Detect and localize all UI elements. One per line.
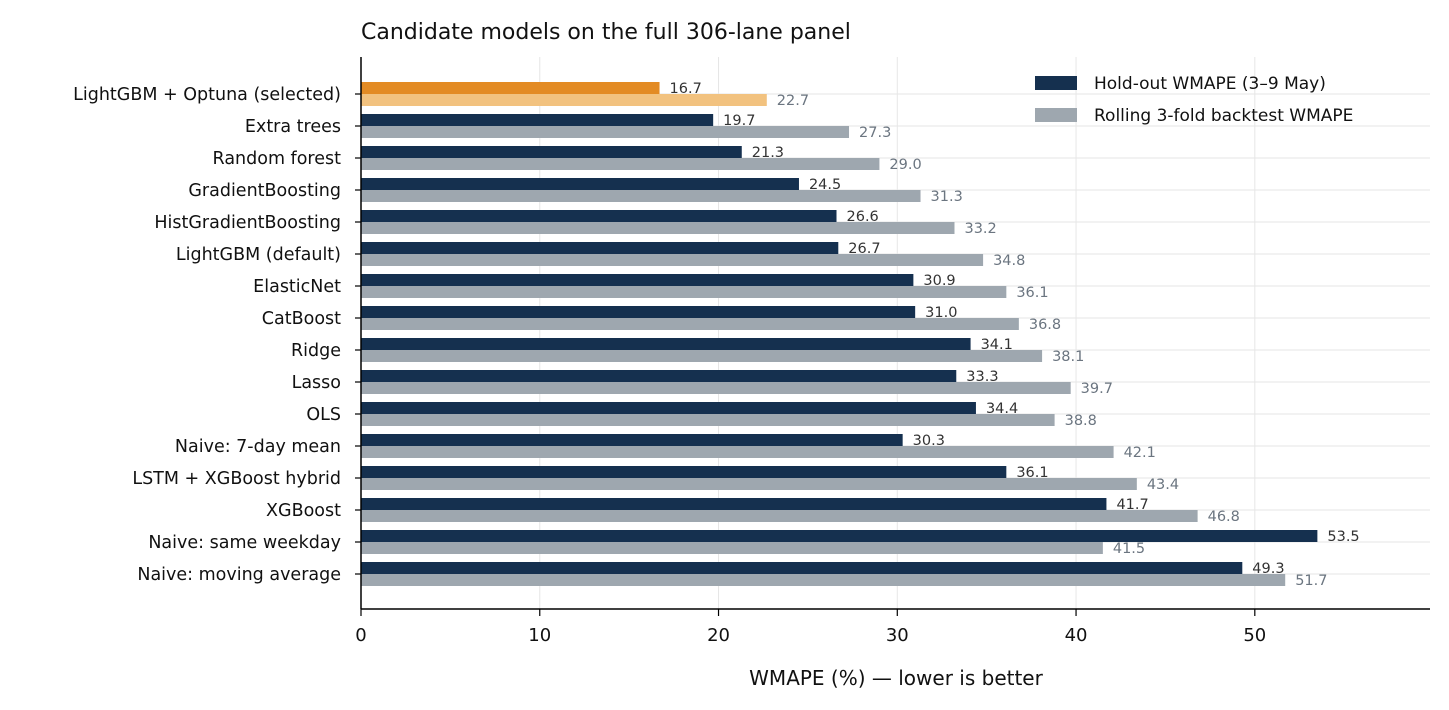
value-label-holdout: 49.3	[1252, 561, 1284, 577]
bar-backtest	[361, 510, 1198, 522]
category-label: XGBoost	[266, 501, 341, 521]
bar-backtest	[361, 126, 850, 138]
bar-backtest	[361, 158, 880, 170]
bar-holdout	[361, 114, 714, 126]
value-label-backtest: 34.8	[993, 253, 1025, 269]
value-label-holdout: 30.9	[923, 273, 955, 289]
bar-backtest	[361, 350, 1043, 362]
value-label-holdout: 24.5	[809, 177, 841, 193]
bar-backtest	[361, 222, 955, 234]
value-label-holdout: 30.3	[913, 433, 945, 449]
value-label-holdout: 31.0	[925, 305, 957, 321]
category-label: LSTM + XGBoost hybrid	[132, 469, 341, 489]
value-label-backtest: 22.7	[777, 93, 809, 109]
bar-holdout	[361, 210, 837, 222]
bar-backtest	[361, 94, 767, 106]
value-label-backtest: 43.4	[1147, 477, 1179, 493]
value-label-backtest: 39.7	[1081, 381, 1113, 397]
legend-label: Hold-out WMAPE (3–9 May)	[1094, 74, 1326, 94]
legend: Hold-out WMAPE (3–9 May) Rolling 3-fold b…	[1035, 74, 1353, 126]
value-label-holdout: 34.1	[981, 337, 1013, 353]
category-label: LightGBM + Optuna (selected)	[73, 85, 341, 105]
x-tick-label: 0	[355, 625, 366, 646]
value-label-backtest: 29.0	[889, 157, 921, 173]
bar-holdout	[361, 530, 1318, 542]
bar-backtest	[361, 190, 921, 202]
category-label: Naive: 7-day mean	[175, 437, 341, 457]
category-label: Extra trees	[245, 117, 341, 137]
value-label-holdout: 33.3	[966, 369, 998, 385]
value-label-holdout: 19.7	[723, 113, 755, 129]
bar-backtest	[361, 574, 1286, 586]
category-label: HistGradientBoosting	[154, 213, 341, 233]
chart-title: Candidate models on the full 306-lane pa…	[361, 20, 851, 45]
bar-backtest	[361, 446, 1114, 458]
x-tick-label: 50	[1243, 625, 1266, 646]
value-label-holdout: 34.4	[986, 401, 1018, 417]
bar-holdout	[361, 146, 742, 158]
value-label-holdout: 16.7	[670, 81, 702, 97]
bar-backtest	[361, 286, 1007, 298]
category-label: GradientBoosting	[188, 181, 341, 201]
category-label: Ridge	[291, 341, 341, 361]
category-label: LightGBM (default)	[176, 245, 341, 265]
bar-backtest	[361, 382, 1071, 394]
category-label: Lasso	[292, 373, 341, 393]
bar-backtest	[361, 318, 1019, 330]
value-label-holdout: 53.5	[1327, 529, 1359, 545]
category-label: OLS	[306, 405, 341, 425]
bar-holdout	[361, 466, 1007, 478]
category-label: Random forest	[213, 149, 342, 169]
bar-holdout	[361, 562, 1243, 574]
value-label-holdout: 26.7	[848, 241, 880, 257]
value-label-backtest: 27.3	[859, 125, 891, 141]
bar-holdout	[361, 178, 799, 190]
bar-holdout	[361, 498, 1107, 510]
value-label-holdout: 36.1	[1016, 465, 1048, 481]
category-labels: LightGBM + Optuna (selected) Extra trees R…	[73, 85, 361, 585]
value-label-backtest: 41.5	[1113, 541, 1145, 557]
x-axis-label: WMAPE (%) — lower is better	[749, 666, 1043, 690]
bars	[361, 82, 1318, 586]
value-labels: 16.7 22.7 19.7 27.3 21.3 29.0 24.5 31.3 26.6 33.2…	[670, 81, 1360, 589]
value-label-backtest: 38.8	[1065, 413, 1097, 429]
value-label-holdout: 26.6	[847, 209, 879, 225]
bar-holdout	[361, 434, 903, 446]
x-tick-label: 20	[707, 625, 730, 646]
value-label-backtest: 36.8	[1029, 317, 1061, 333]
grid-lines	[361, 57, 1430, 609]
category-label: ElasticNet	[253, 277, 341, 297]
bar-holdout	[361, 306, 916, 318]
x-axis: 0 10 20 30 40 50	[355, 608, 1430, 646]
value-label-backtest: 36.1	[1016, 285, 1048, 301]
x-tick-label: 10	[528, 625, 551, 646]
bar-holdout	[361, 274, 914, 286]
value-label-backtest: 42.1	[1124, 445, 1156, 461]
category-label: Naive: moving average	[137, 565, 341, 585]
bar-holdout	[361, 82, 660, 94]
category-label: CatBoost	[262, 309, 341, 329]
bar-backtest	[361, 478, 1137, 490]
value-label-backtest: 46.8	[1208, 509, 1240, 525]
legend-swatch	[1035, 108, 1077, 122]
value-label-backtest: 31.3	[931, 189, 963, 205]
value-label-backtest: 33.2	[964, 221, 996, 237]
value-label-backtest: 51.7	[1295, 573, 1327, 589]
legend-label: Rolling 3-fold backtest WMAPE	[1094, 106, 1353, 126]
x-tick-label: 40	[1065, 625, 1088, 646]
legend-swatch	[1035, 76, 1077, 90]
bar-backtest	[361, 414, 1055, 426]
value-label-holdout: 41.7	[1116, 497, 1148, 513]
category-label: Naive: same weekday	[148, 533, 341, 553]
bar-holdout	[361, 338, 971, 350]
bar-backtest	[361, 542, 1103, 554]
x-tick-label: 30	[886, 625, 909, 646]
value-label-holdout: 21.3	[752, 145, 784, 161]
bar-holdout	[361, 370, 957, 382]
bar-holdout	[361, 402, 976, 414]
bar-backtest	[361, 254, 984, 266]
bar-holdout	[361, 242, 839, 254]
value-label-backtest: 38.1	[1052, 349, 1084, 365]
